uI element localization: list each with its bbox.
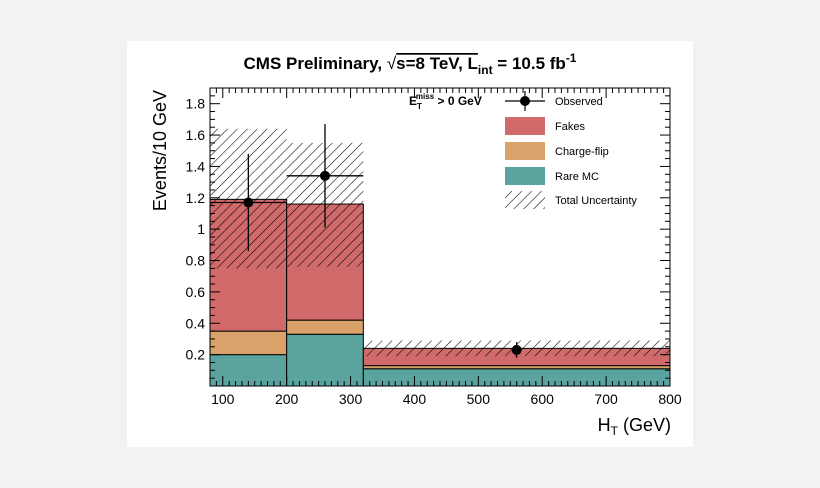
legend-observed-marker: [520, 96, 530, 106]
x-tick-label: 800: [658, 391, 682, 407]
y-axis-label: Events/10 GeV: [150, 90, 170, 211]
legend-swatch-fakes: [505, 117, 545, 135]
legend-observed: Observed: [505, 91, 603, 111]
legend-charge-flip: Charge-flip: [505, 142, 609, 160]
legend-swatch-charge-flip: [505, 142, 545, 160]
plot-area: 0.2 0.4 0.6 0.8 1 1.2 1.4 1.6 1.8 100 200 300 400 500…: [186, 87, 682, 407]
chart: CMS Preliminary, √s=8 TeV, Lint = 10.5 f…: [150, 51, 682, 438]
x-tick-label: 500: [467, 391, 491, 407]
bar-rare-mc-2: [286, 333, 364, 387]
x-tick-label: 700: [594, 391, 618, 407]
bar-charge-flip-1: [209, 330, 288, 356]
legend-label-charge-flip: Charge-flip: [555, 146, 609, 158]
observed-point-1: [243, 197, 254, 208]
y-tick-label: 1.4: [186, 158, 206, 174]
legend-total-uncertainty: Total Uncertainty: [505, 191, 637, 209]
axes-layer: 0.2 0.4 0.6 0.8 1 1.2 1.4 1.6 1.8 100 200 300 400 500…: [186, 87, 682, 407]
y-tick-label: 1.2: [186, 190, 206, 206]
x-tick-label: 300: [339, 391, 363, 407]
y-tick-label: 1.8: [186, 96, 206, 112]
y-tick-label: 1.6: [186, 127, 206, 143]
y-tick-label: 0.2: [186, 347, 206, 363]
y-tick-label: 0.6: [186, 284, 206, 300]
legend-label-total-uncertainty: Total Uncertainty: [555, 195, 637, 207]
observed-point-2: [320, 170, 330, 181]
x-tick-label: 200: [275, 391, 299, 407]
observed-layer: [210, 124, 522, 358]
y-tick-label: 0.4: [186, 315, 206, 331]
figure-panel: CMS Preliminary, √s=8 TeV, Lint = 10.5 f…: [127, 41, 693, 447]
legend: Observed Fakes Charge-flip Rare MC Total…: [505, 91, 637, 209]
bar-charge-flip-2: [286, 319, 364, 335]
x-tick-label: 600: [531, 391, 555, 407]
chart-title: CMS Preliminary, √s=8 TeV, Lint = 10.5 f…: [244, 51, 577, 77]
legend-label-rare-mc: Rare MC: [555, 171, 599, 183]
selection-label: ETmiss > 0 GeV: [409, 92, 482, 111]
x-tick-label: 100: [211, 391, 235, 407]
y-tick-label: 1: [197, 221, 205, 237]
y-tick-label: 0.8: [186, 253, 206, 269]
legend-label-fakes: Fakes: [555, 121, 585, 133]
x-tick-label: 400: [403, 391, 427, 407]
legend-label-observed: Observed: [555, 96, 603, 108]
legend-swatch-uncertainty: [505, 191, 545, 209]
x-axis-label: HT (GeV): [598, 415, 671, 438]
legend-rare-mc: Rare MC: [505, 167, 599, 185]
observed-point-3: [511, 344, 522, 355]
legend-swatch-rare-mc: [505, 167, 545, 185]
legend-fakes: Fakes: [505, 117, 585, 135]
